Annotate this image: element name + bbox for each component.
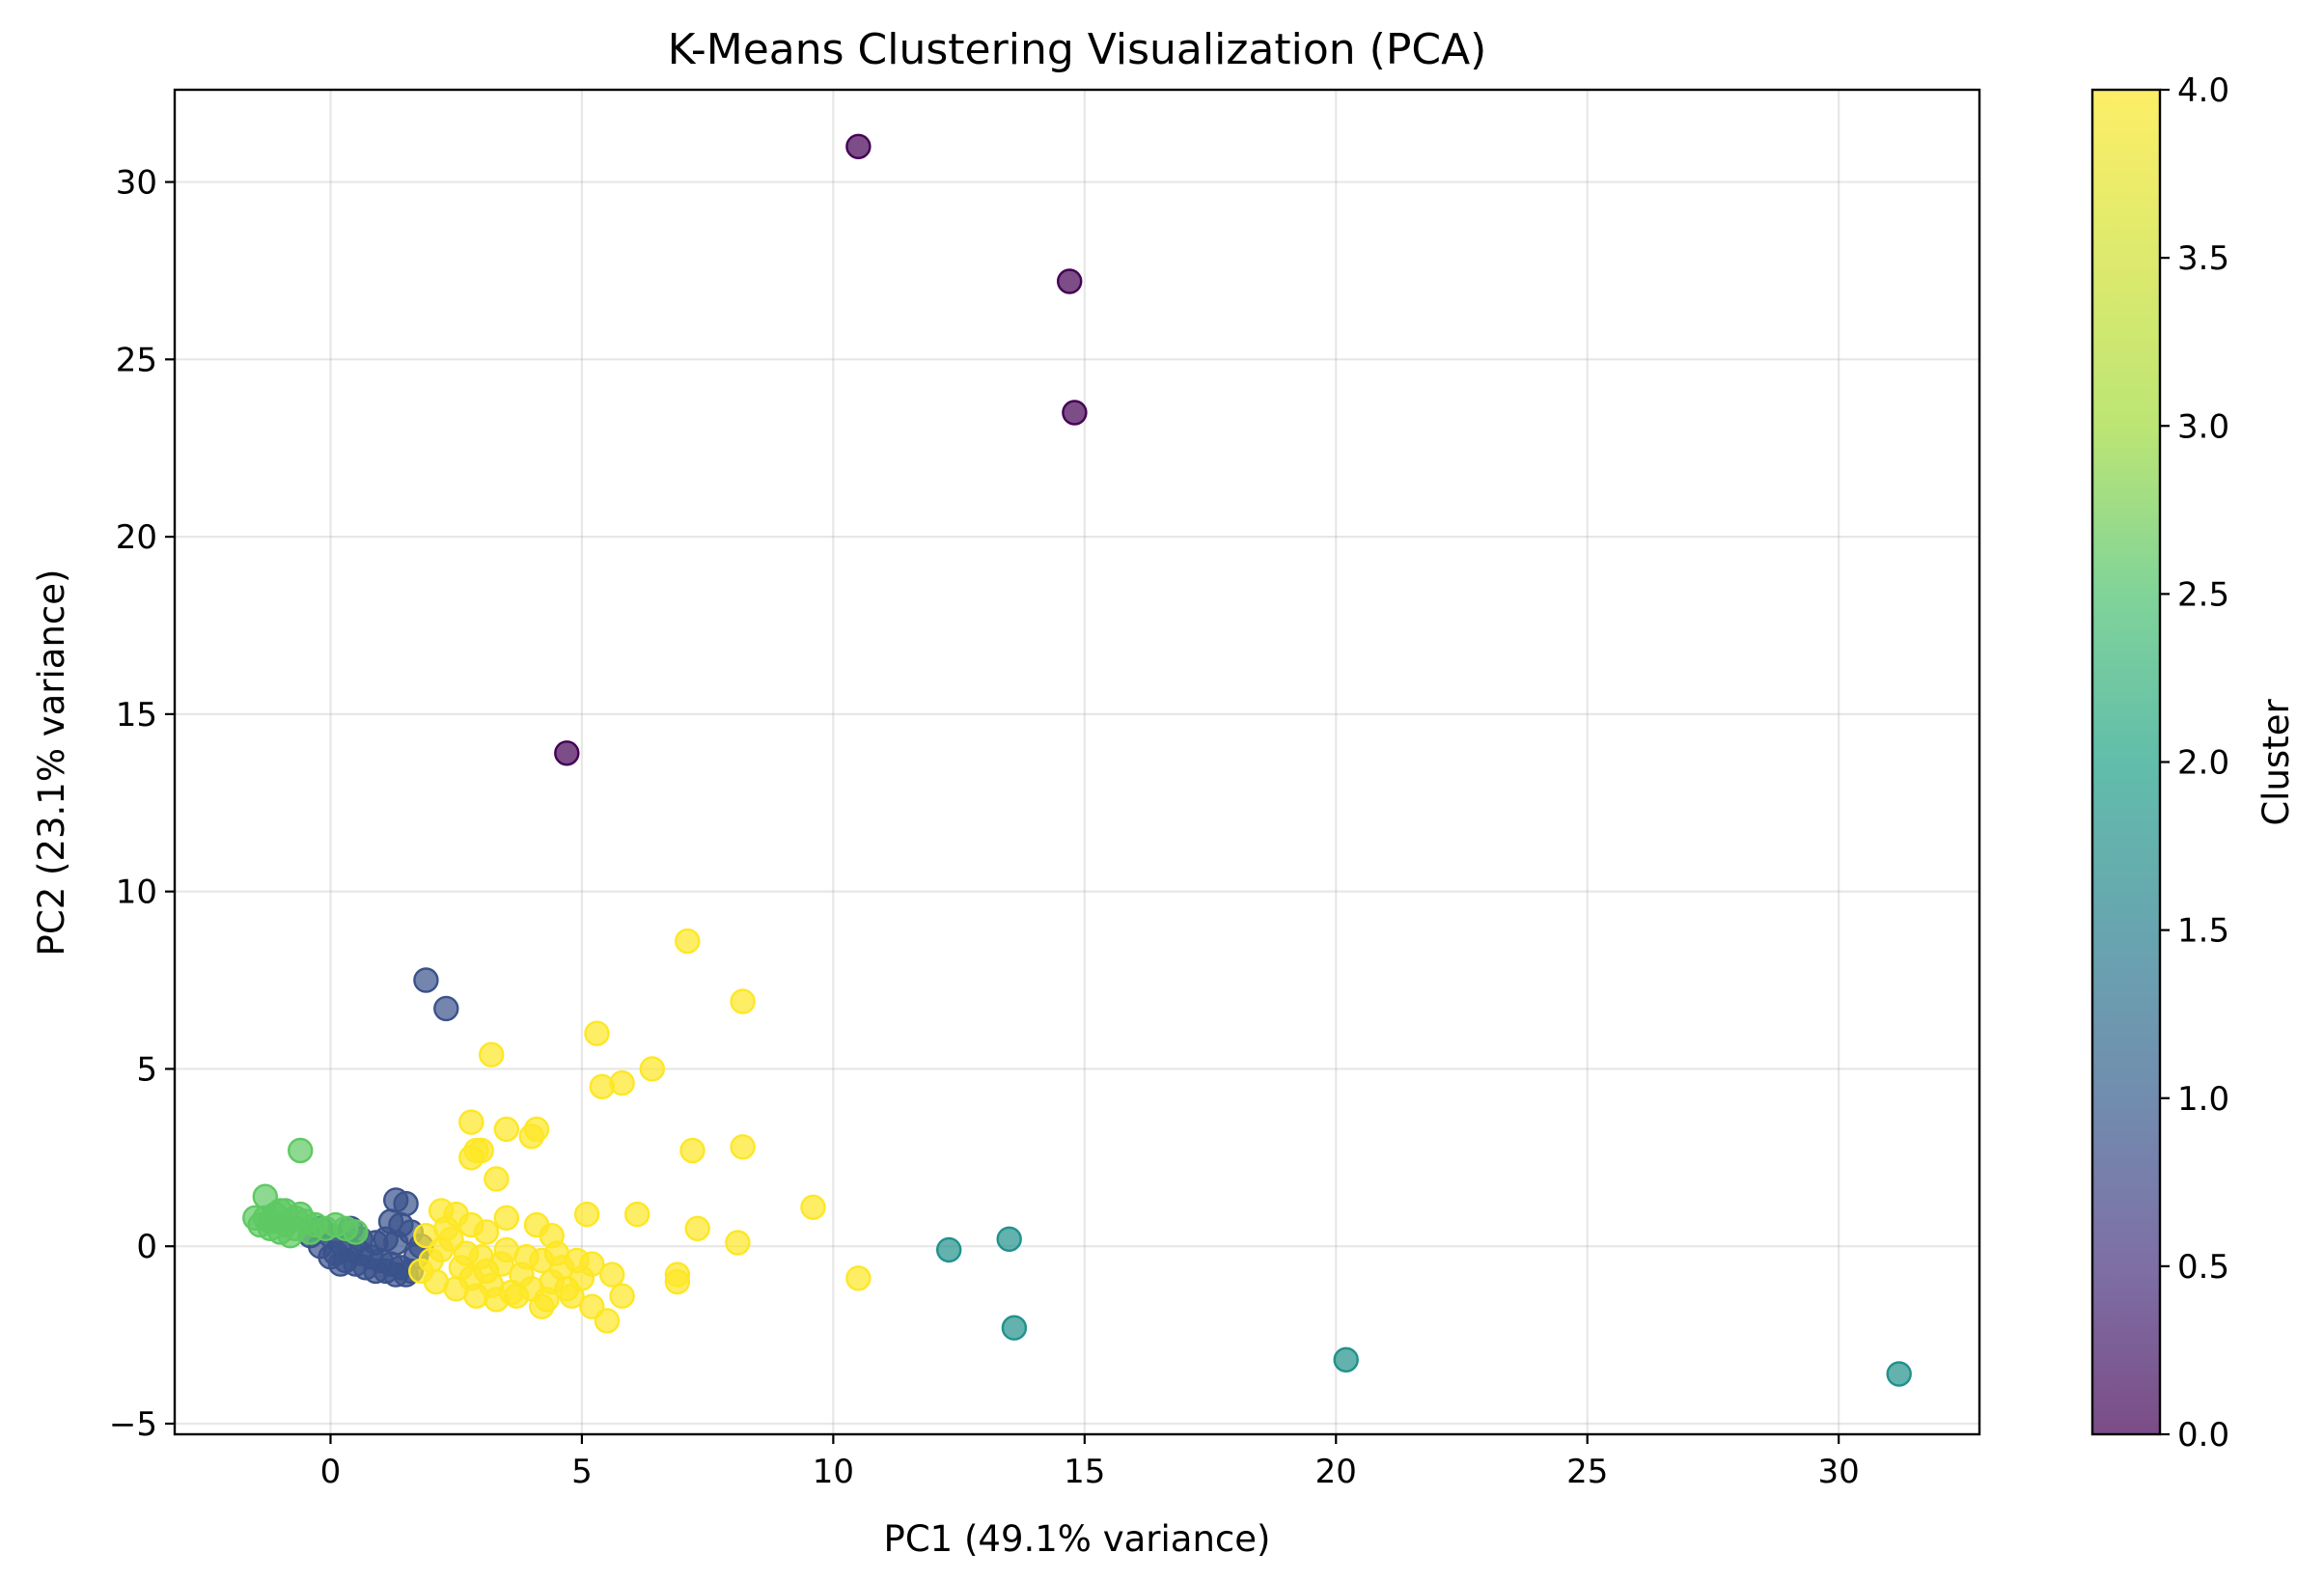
cluster-2-point [996,1226,1022,1253]
colorbar-tick-label: 4.0 [2177,71,2229,110]
colorbar-tick-label: 0.5 [2177,1248,2229,1287]
cluster-4-point [609,1283,635,1309]
colorbar-tick-label: 2.0 [2177,744,2229,783]
scatter-points [242,133,1912,1387]
colorbar-axis: 0.0 0.5 1.0 1.5 2.0 2.5 3.0 3.5 4.0 [2160,71,2229,1455]
cluster-4-point [684,1215,710,1242]
y-tick-label: −5 [109,1405,157,1444]
cluster-4-point [473,1219,500,1245]
colorbar-tick-label: 3.0 [2177,407,2229,446]
y-tick-label: 20 [116,518,157,557]
chart-title: K-Means Clustering Visualization (PCA) [668,25,1487,74]
x-tick-label: 30 [1818,1453,1860,1491]
y-tick-label: 30 [116,164,157,203]
cluster-1-point [433,995,459,1022]
cluster-4-point [639,1056,665,1082]
cluster-4-point [534,1287,560,1313]
colorbar-tick-label: 2.5 [2177,575,2229,614]
cluster-4-point [579,1293,605,1319]
cluster-4-point [599,1262,625,1288]
cluster-2-point [936,1236,962,1263]
y-tick-label: 25 [116,341,157,379]
gridlines [175,90,1979,1434]
cluster-4-point [493,1116,519,1143]
cluster-3-point [297,1219,323,1245]
cluster-4-point [484,1166,510,1192]
cluster-4-point [458,1145,484,1171]
cluster-4-point [513,1243,540,1270]
cluster-4-point [589,1073,615,1100]
x-axis-label: PC1 (49.1% variance) [884,1518,1271,1560]
y-tick-label: 10 [116,874,157,912]
y-tick-label: 0 [136,1228,157,1266]
cluster-2-point [1333,1346,1359,1373]
cluster-3-point [343,1219,369,1245]
cluster-1-point [327,1251,354,1277]
cluster-4-point [518,1123,544,1150]
cluster-0-point [1056,268,1083,294]
y-axis: −5 0 5 10 15 20 25 30 [109,164,175,1444]
cluster-2-point [1001,1315,1028,1341]
cluster-0-point [554,740,580,766]
cluster-0-point [1062,400,1088,426]
cluster-4-point [564,1247,590,1274]
colorbar-tick-label: 1.5 [2177,912,2229,951]
cluster-4-point [679,1137,706,1164]
colorbar-label: Cluster [2255,699,2297,826]
x-tick-label: 0 [320,1453,342,1491]
cluster-4-point [433,1215,459,1242]
cluster-3-point [288,1137,314,1164]
colorbar-tick-label: 3.5 [2177,239,2229,278]
x-tick-label: 10 [813,1453,854,1491]
cluster-4-point [730,988,756,1014]
x-tick-label: 25 [1566,1453,1608,1491]
y-tick-label: 15 [116,696,157,735]
cluster-4-point [573,1201,600,1228]
cluster-1-point [413,967,439,993]
cluster-4-point [504,1283,530,1309]
cluster-4-point [493,1205,519,1232]
cluster-4-point [845,1265,872,1291]
y-axis-label: PC2 (23.1% variance) [31,569,72,957]
cluster-0-point [845,133,872,160]
cluster-4-point [584,1020,610,1046]
x-tick-label: 15 [1064,1453,1105,1491]
plot-frame [173,88,1981,1436]
cluster-4-point [725,1230,751,1256]
cluster-4-point [664,1268,691,1295]
cluster-4-point [730,1134,756,1160]
colorbar-tick-label: 1.0 [2177,1080,2229,1119]
cluster-2-point [1886,1361,1912,1387]
x-tick-label: 20 [1315,1453,1357,1491]
x-tick-label: 5 [571,1453,593,1491]
cluster-4-point [458,1109,484,1135]
cluster-4-point [800,1194,826,1221]
cluster-4-point [479,1041,505,1068]
cluster-4-point [473,1258,500,1285]
cluster-4-point [453,1240,480,1266]
x-axis: 0 5 10 15 20 25 30 [320,1434,1860,1491]
colorbar-tick-label: 0.0 [2177,1416,2229,1455]
cluster-4-point [554,1276,580,1302]
y-tick-label: 5 [136,1050,157,1089]
cluster-4-point [675,928,701,955]
cluster-4-point [624,1201,650,1228]
colorbar [2090,88,2162,1436]
